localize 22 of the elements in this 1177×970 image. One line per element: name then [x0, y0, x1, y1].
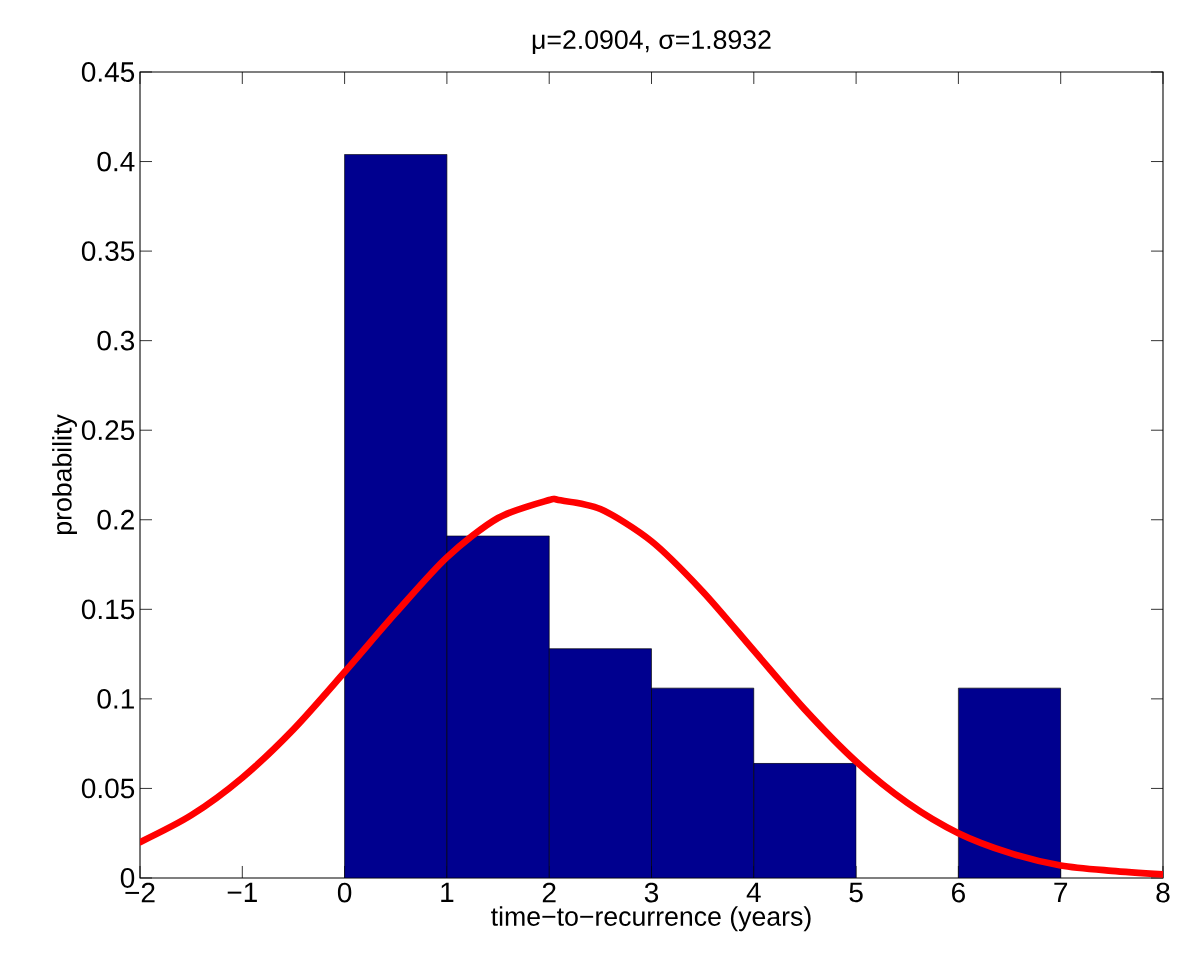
x-tick-label: 7 — [1054, 882, 1068, 902]
x-tick-label: 5 — [849, 882, 863, 903]
x-tick-label: −1 — [227, 882, 257, 902]
y-axis-title: probability — [52, 414, 77, 535]
y-tick-label: 0.2 — [97, 509, 134, 530]
y-tick-label: 0.35 — [81, 241, 135, 262]
x-tick-label: 8 — [1156, 882, 1170, 903]
y-tick-label: 0.05 — [81, 778, 135, 799]
chart-title: μ=2.0904, σ=1.8932 — [532, 30, 771, 54]
y-tick-label: 0.45 — [81, 62, 135, 82]
x-tick-label: 1 — [441, 882, 454, 902]
y-tick-label: 0.15 — [81, 599, 135, 620]
x-tick-label: 0 — [337, 882, 352, 903]
x-tick-label: 2 — [542, 882, 556, 903]
x-tick-label: 4 — [746, 882, 761, 902]
y-tick-label: 0.25 — [81, 420, 135, 441]
x-tick-label: 3 — [644, 882, 659, 903]
x-axis-title: time−to−recurrence (years) — [491, 906, 811, 932]
x-tick-label: 6 — [952, 882, 965, 903]
y-tick-label: 0.3 — [97, 330, 135, 351]
y-tick-label: 0.1 — [97, 688, 134, 709]
y-tick-label: 0.4 — [97, 151, 135, 172]
